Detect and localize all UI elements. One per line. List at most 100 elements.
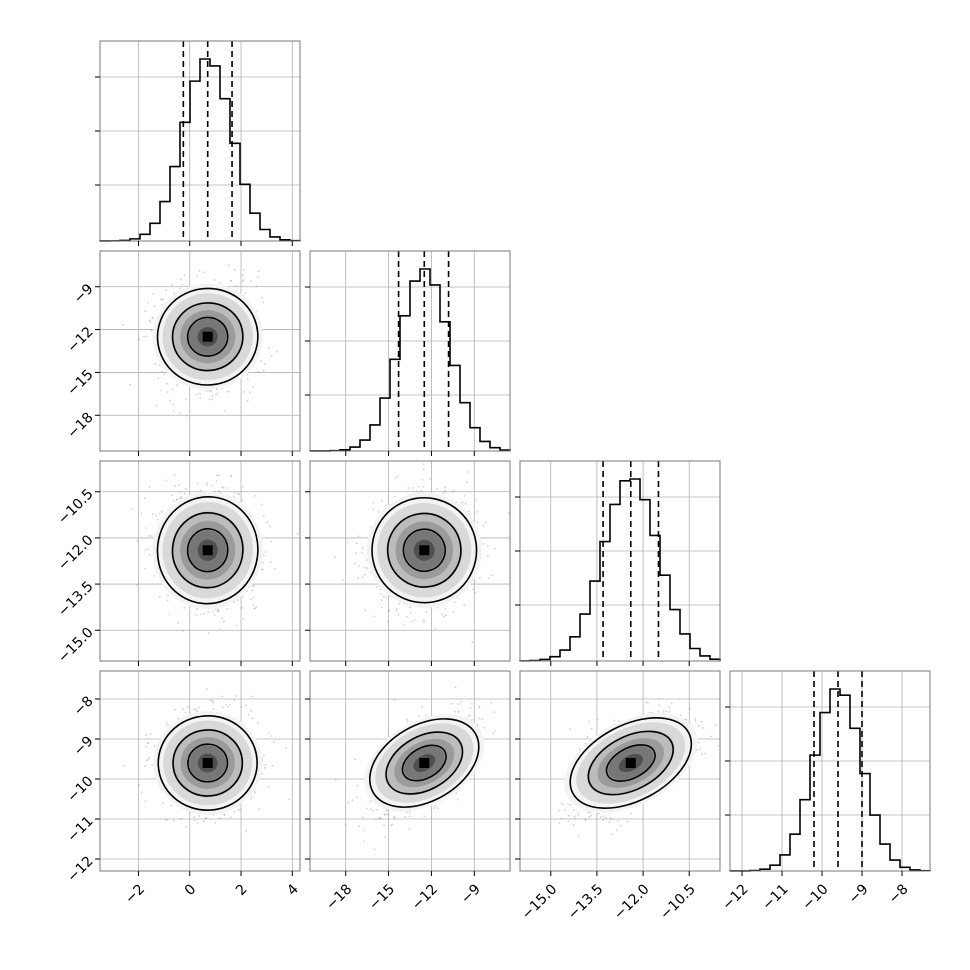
scatter-point — [264, 363, 266, 365]
scatter-point — [245, 704, 247, 707]
scatter-point — [252, 603, 255, 606]
scatter-point — [196, 822, 199, 824]
scatter-point — [276, 350, 278, 353]
scatter-point — [288, 798, 291, 801]
scatter-point — [146, 335, 149, 338]
density-core — [202, 758, 213, 768]
scatter-point — [420, 490, 423, 493]
scatter-point — [434, 627, 437, 630]
scatter-point — [364, 566, 367, 569]
contour-1 — [386, 512, 462, 588]
scatter-point — [354, 758, 357, 761]
scatter-point — [173, 292, 176, 295]
scatter-point — [402, 623, 405, 626]
scatter-point — [148, 553, 151, 556]
scatter-point — [221, 486, 224, 489]
scatter-point — [144, 549, 147, 551]
scatter-point — [145, 759, 148, 762]
panel-3-0 — [100, 671, 300, 871]
scatter-point — [385, 504, 388, 506]
scatter-point — [237, 599, 239, 602]
scatter-point — [221, 387, 224, 390]
scatter-point — [164, 819, 167, 821]
y-axis-1-0-tick-label-1: −15 — [64, 367, 96, 399]
scatter-point — [261, 772, 264, 775]
scatter-point — [469, 706, 472, 709]
panel-frame-2-2 — [519, 460, 721, 662]
scatter-point — [162, 298, 165, 300]
scatter-point — [372, 508, 375, 511]
scatter-point — [151, 316, 154, 319]
scatter-point — [267, 786, 270, 788]
scatter-point — [199, 397, 202, 400]
scatter-point — [437, 606, 439, 609]
scatter-point — [507, 512, 510, 515]
scatter-point — [138, 784, 140, 787]
scatter-point — [271, 765, 274, 767]
scatter-point — [159, 512, 161, 515]
scatter-point — [415, 490, 418, 493]
histogram-param-0 — [99, 58, 301, 242]
scatter-point — [159, 389, 162, 392]
scatter-point — [482, 524, 485, 527]
scatter-point — [155, 404, 158, 407]
scatter-point — [257, 270, 260, 273]
scatter-point — [226, 607, 228, 610]
scatter-point — [165, 289, 167, 292]
scatter-point — [193, 816, 196, 818]
scatter-point — [474, 591, 477, 594]
scatter-point — [365, 559, 368, 561]
scatter-point — [266, 521, 269, 523]
scatter-point — [153, 575, 155, 577]
scatter-point — [361, 546, 364, 549]
scatter-point — [193, 819, 196, 822]
y-axis-2-0-tick-label-2: −12.0 — [55, 532, 97, 574]
scatter-point — [246, 399, 249, 402]
scatter-point — [254, 791, 256, 794]
scatter-point — [213, 279, 216, 281]
scatter-point — [147, 548, 150, 551]
scatter-point — [179, 491, 182, 494]
scatter-point — [387, 609, 390, 612]
scatter-point — [358, 825, 360, 828]
scatter-point — [172, 409, 175, 412]
scatter-point — [396, 474, 399, 477]
scatter-point — [457, 711, 460, 713]
contour-1 — [171, 512, 244, 589]
scatter-point — [123, 764, 126, 767]
scatter-point — [218, 474, 220, 477]
scatter-point — [377, 511, 380, 513]
scatter-point — [250, 710, 253, 712]
contour-1 — [171, 302, 244, 372]
scatter-point — [140, 512, 143, 515]
scatter-point — [181, 283, 184, 286]
scatter-point — [241, 274, 244, 276]
scatter-point — [212, 610, 214, 613]
scatter-point — [222, 486, 225, 489]
scatter-point — [238, 493, 241, 496]
scatter-point — [259, 359, 262, 362]
scatter-point — [425, 611, 428, 613]
scatter-point — [369, 800, 372, 803]
scatter-point — [218, 489, 220, 492]
scatter-point — [160, 510, 163, 513]
scatter-point — [184, 711, 187, 714]
scatter-point — [175, 498, 178, 501]
scatter-point — [388, 609, 391, 612]
scatter-point — [174, 708, 176, 711]
scatter-point — [241, 606, 244, 609]
scatter-point — [490, 701, 493, 704]
scatter-point — [422, 619, 425, 621]
scatter-point — [492, 732, 495, 735]
scatter-point — [467, 715, 470, 717]
scatter-point — [217, 817, 220, 820]
scatter-point — [261, 561, 264, 564]
scatter-point — [396, 607, 398, 610]
scatter-point — [442, 491, 445, 494]
scatter-point — [160, 299, 163, 302]
scatter-point — [210, 699, 212, 702]
scatter-point — [334, 778, 337, 781]
scatter-point — [429, 477, 432, 480]
scatter-point — [241, 280, 244, 282]
scatter-point — [270, 354, 273, 357]
